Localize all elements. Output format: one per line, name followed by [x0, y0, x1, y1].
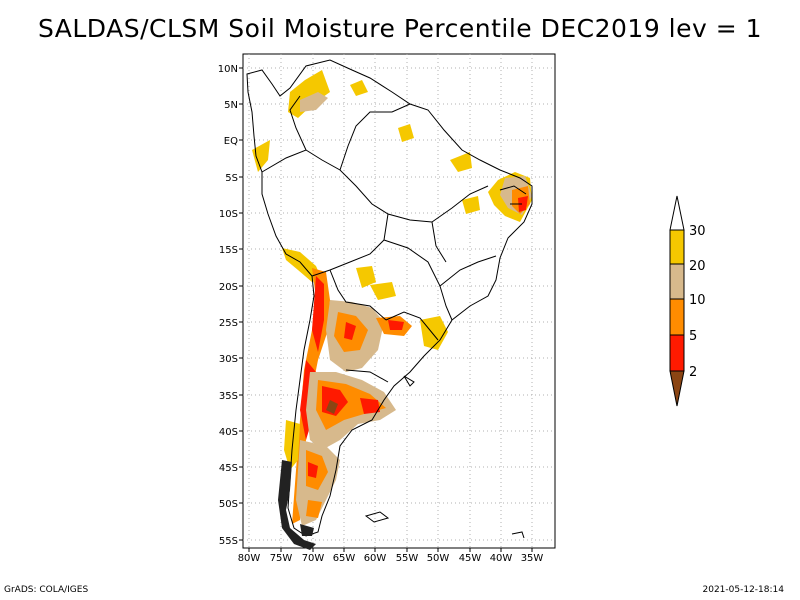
colorbar-segment-10-20 — [669, 263, 685, 300]
lat-tick-label: 50S — [219, 499, 238, 510]
lat-tick-label: EQ — [224, 136, 238, 147]
lon-tick-label: 60W — [364, 553, 387, 564]
colorbar-segment-5-10 — [669, 298, 685, 336]
colorbar-segment-above-30 — [669, 195, 685, 231]
colorbar-segment-20-30 — [669, 229, 685, 265]
lon-ticks: 80W 75W 70W 65W 60W 55W 50W 45W 40W 35W — [238, 553, 544, 564]
shaded-regions — [252, 70, 532, 526]
lat-tick-label: 15S — [219, 245, 238, 256]
lon-tick-label: 40W — [490, 553, 513, 564]
lat-tick-label: 55S — [219, 536, 238, 547]
colorbar-segment-below-2 — [669, 370, 685, 407]
lat-tick-label: 45S — [219, 463, 238, 474]
chile-archipelago — [278, 460, 316, 550]
lat-tick-marks — [239, 67, 243, 541]
lon-tick-label: 75W — [270, 553, 293, 564]
colorbar-label: 20 — [689, 259, 706, 274]
lat-tick-label: 40S — [219, 427, 238, 438]
colorbar: 30 20 10 5 2 — [669, 195, 706, 407]
lat-tick-label: 35S — [219, 391, 238, 402]
lat-tick-label: 5N — [224, 100, 238, 111]
lat-tick-label: 10S — [219, 209, 238, 220]
lon-tick-label: 45W — [459, 553, 482, 564]
colorbar-label: 2 — [689, 365, 697, 380]
colorbar-label: 10 — [689, 293, 706, 308]
tierra-del-fuego — [300, 524, 314, 536]
colorbar-label: 5 — [689, 329, 697, 344]
lon-tick-label: 65W — [333, 553, 356, 564]
coastlines — [246, 59, 533, 539]
lat-tick-label: 10N — [218, 64, 238, 75]
lon-tick-label: 80W — [238, 553, 261, 564]
lon-tick-label: 70W — [302, 553, 325, 564]
colorbar-segment-2-5 — [669, 334, 685, 372]
lat-tick-label: 30S — [219, 354, 238, 365]
lat-tick-label: 25S — [219, 318, 238, 329]
plot-frame — [242, 53, 556, 549]
map-title: SALDAS/CLSM Soil Moisture Percentile DEC… — [37, 14, 763, 43]
lon-tick-marks — [248, 548, 533, 552]
lat-tick-label: 20S — [219, 282, 238, 293]
lat-tick-label: 5S — [225, 173, 238, 184]
lat-ticks: 10N 5N EQ 5S 10S 15S 20S 25S 30S 35S 40S… — [218, 64, 238, 547]
footer-credit: GrADS: COLA/IGES — [4, 585, 89, 595]
footer-timestamp: 2021-05-12-18:14 — [702, 585, 785, 595]
colorbar-label: 30 — [689, 224, 706, 239]
lon-tick-label: 50W — [427, 553, 450, 564]
lon-tick-label: 55W — [396, 553, 419, 564]
lon-tick-label: 35W — [521, 553, 544, 564]
